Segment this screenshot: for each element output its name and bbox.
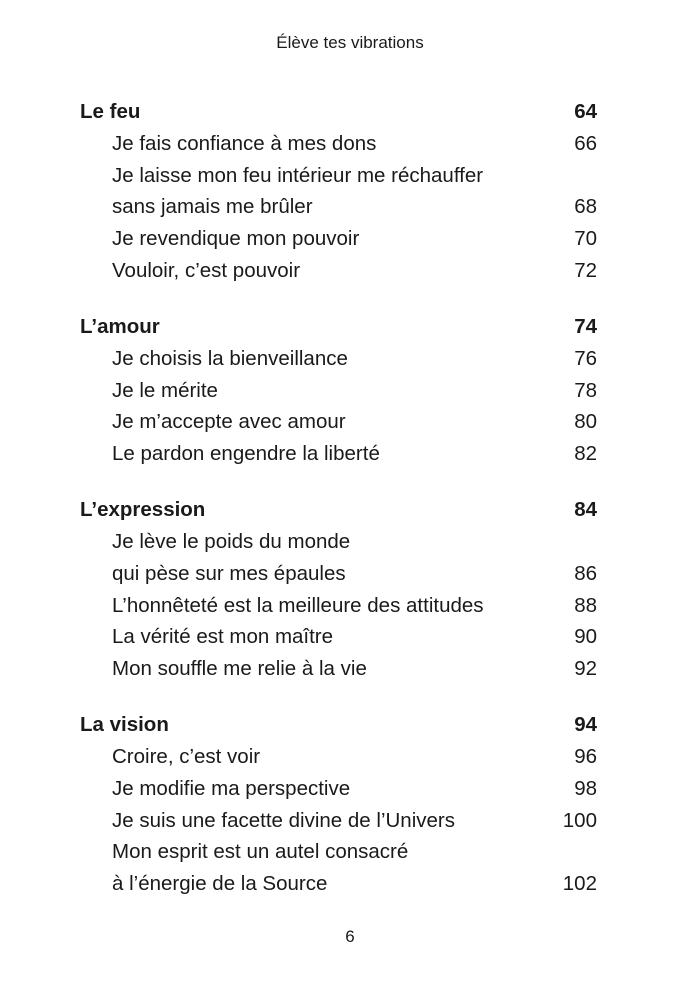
entry-title: à l’énergie de la Source: [112, 872, 328, 896]
section-title: La vision: [80, 713, 169, 737]
entry-title: Le pardon engendre la liberté: [112, 442, 380, 466]
entry-title: Je m’accepte avec amour: [112, 410, 346, 434]
section-page: 84: [574, 498, 597, 522]
entry-page: 90: [574, 625, 597, 649]
entry-page: 88: [574, 593, 597, 617]
entry-page: 86: [574, 561, 597, 585]
section-page: 64: [574, 100, 597, 123]
entry-page: 100: [562, 808, 597, 832]
entry-page: 76: [574, 346, 597, 370]
entry-title: Mon esprit est un autel consacré: [112, 840, 409, 864]
entry-title: sans jamais me brûler: [112, 195, 313, 219]
section-title: L’amour: [80, 315, 160, 338]
entry-page: 70: [574, 227, 597, 251]
entry-title: Je suis une facette divine de l’Univers: [112, 808, 455, 832]
page-number: 6: [345, 927, 355, 946]
entry-title: Je fais confiance à mes dons: [112, 131, 377, 155]
entry-page: 68: [574, 195, 597, 219]
entry-title: Je choisis la bienveillance: [112, 346, 348, 370]
entry-title: La vérité est mon maître: [112, 625, 334, 649]
entry-title: Vouloir, c’est pouvoir: [112, 259, 301, 282]
entry-page: 82: [574, 442, 597, 466]
entry-title: Je lève le poids du monde: [112, 530, 351, 553]
section-title: Le feu: [80, 100, 141, 123]
entry-title: Je laisse mon feu intérieur me réchauffe…: [112, 163, 484, 187]
entry-page: 72: [574, 259, 597, 282]
entry-page: 102: [562, 872, 597, 896]
section-page: 74: [574, 315, 597, 338]
entry-page: 98: [574, 776, 597, 800]
entry-page: 92: [574, 657, 597, 681]
section-page: 94: [574, 713, 597, 737]
entry-page: 78: [574, 378, 597, 402]
entry-title: Je modifie ma perspective: [112, 776, 351, 800]
entry-page: 80: [574, 410, 597, 434]
entry-page: 96: [574, 745, 597, 768]
entry-title: Je le mérite: [112, 378, 218, 402]
entry-title: Croire, c’est voir: [112, 745, 261, 768]
entry-title: L’honnêteté est la meilleure des attitud…: [112, 593, 484, 617]
entry-title: qui pèse sur mes épaules: [112, 561, 346, 585]
entry-title: Je revendique mon pouvoir: [112, 227, 360, 251]
entry-title: Mon souffle me relie à la vie: [112, 657, 367, 681]
entry-page: 66: [574, 131, 597, 155]
section-title: L’expression: [80, 498, 206, 522]
running-header: Élève tes vibrations: [276, 33, 424, 52]
